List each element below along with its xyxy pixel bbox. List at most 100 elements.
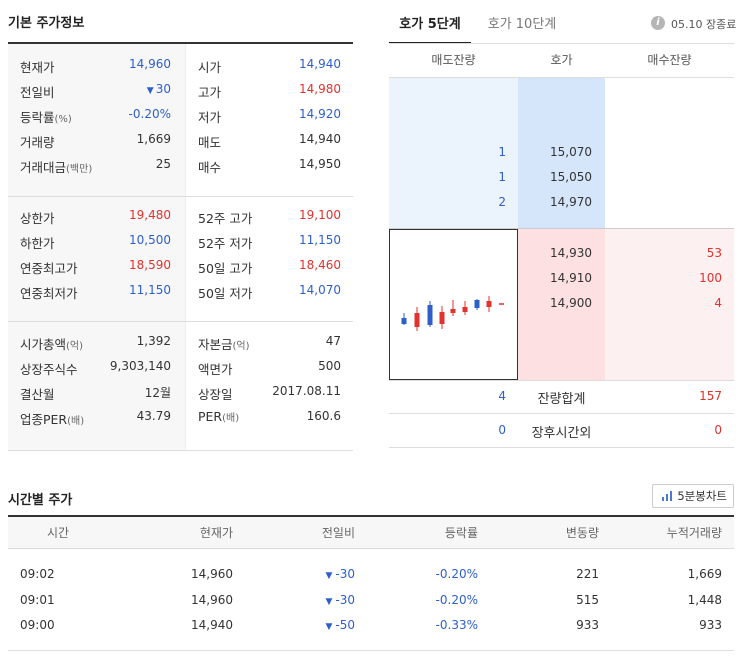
- ask-price[interactable]: 14,970: [550, 195, 592, 209]
- basic-info-label: 자본금(억): [198, 334, 250, 353]
- basic-info-value: 14,940: [299, 57, 341, 71]
- basic-info-label: 매도: [198, 132, 221, 151]
- basic-info-label-text: 52주 저가: [198, 236, 253, 251]
- basic-info-value: 10,500: [129, 233, 171, 247]
- basic-info-value-text: 1,392: [136, 334, 171, 348]
- five-min-chart-label: 5분봉차트: [677, 489, 727, 503]
- basic-info-value-text: 9,303,140: [109, 359, 171, 373]
- orderbook-mid-divider: [389, 228, 734, 229]
- basic-info-label-text: 매수: [198, 160, 222, 175]
- basic-info-label-text: 업종PER: [20, 412, 68, 427]
- header-rate: 등락률: [444, 526, 478, 540]
- basic-info-label-bg: [8, 322, 185, 450]
- basic-info-label-text: 50일 저가: [198, 286, 253, 301]
- ask-price[interactable]: 15,050: [550, 170, 592, 184]
- basic-info-label-text: 전일비: [20, 85, 55, 100]
- basic-info-label-text: 결산월: [20, 387, 55, 402]
- basic-info-label-text: 상장일: [198, 387, 233, 402]
- after-hours-label: 장후시간외: [531, 426, 592, 441]
- row-time: 09:01: [20, 593, 55, 607]
- basic-info-group-divider: [8, 321, 353, 322]
- total-label: 잔량합계: [537, 392, 586, 407]
- ask-price[interactable]: 15,070: [550, 145, 592, 159]
- info-icon[interactable]: i: [651, 16, 665, 30]
- basic-info-unit: (%): [54, 114, 72, 125]
- five-min-chart-button[interactable]: 5분봉차트: [652, 484, 734, 508]
- tab-orderbook-5[interactable]: 호가 5단계: [389, 8, 471, 44]
- basic-info-unit: (배): [222, 413, 240, 424]
- basic-info-value: 19,100: [299, 208, 341, 222]
- ask-qty-area: [389, 78, 518, 228]
- candle-body: [474, 300, 480, 308]
- basic-info-value: 14,920: [299, 107, 341, 121]
- basic-info-unit: (백만): [66, 164, 93, 175]
- candle-body: [414, 313, 420, 327]
- total-bid-qty: 157: [699, 389, 722, 403]
- row-price: 14,960: [191, 593, 233, 607]
- basic-info-value: 19,480: [129, 208, 171, 222]
- basic-info-value: 14,940: [299, 132, 341, 146]
- header-ask-qty: 매도잔량: [389, 44, 518, 78]
- row-time: 09:00: [20, 618, 55, 632]
- basic-info-label-text: 상한가: [20, 211, 55, 226]
- row-volume: 221: [576, 567, 599, 581]
- basic-info-row: 상한가 19,480 52주 고가 19,100: [8, 203, 353, 228]
- basic-info-value-text: 14,960: [129, 57, 171, 71]
- bid-price[interactable]: 14,900: [550, 296, 592, 310]
- mini-candle-chart: [389, 229, 518, 380]
- basic-info-row: 거래대금(백만) 25 매수 14,950: [8, 152, 353, 177]
- basic-info-label: 50일 고가: [198, 258, 252, 277]
- basic-info-row: 전일비 ▼ 30 고가 14,980: [8, 77, 353, 102]
- tab-orderbook-10[interactable]: 호가 10단계: [487, 17, 557, 32]
- basic-info-label-text: 등락률: [20, 110, 55, 125]
- candle-body: [439, 312, 445, 324]
- after-hours-ask-qty: 0: [498, 423, 506, 437]
- basic-info-value-text: -0.20%: [128, 107, 171, 121]
- basic-info-label-text: 매도: [198, 135, 222, 150]
- row-change-value: -30: [335, 593, 355, 607]
- bid-price-area: [518, 229, 605, 380]
- basic-info-label: 매수: [198, 157, 221, 176]
- basic-info-row: 연중최고가 18,590 50일 고가 18,460: [8, 253, 353, 278]
- basic-info-label: 저가: [198, 107, 221, 126]
- basic-info-value: 14,950: [299, 157, 341, 171]
- basic-info-value-text: 1,669: [136, 132, 171, 146]
- basic-info-label-text: 자본금: [198, 337, 233, 352]
- basic-info-label: 연중최저가: [20, 283, 78, 302]
- basic-info-label-text: 하한가: [20, 236, 55, 251]
- basic-info-unit: (배): [67, 416, 85, 427]
- row-rate: -0.20%: [435, 567, 478, 581]
- basic-info-value: 11,150: [299, 233, 341, 247]
- down-triangle-icon: ▼: [146, 86, 154, 96]
- down-triangle-icon: ▼: [325, 597, 333, 607]
- basic-info-label: 업종PER(배): [20, 409, 84, 428]
- header-time: 시간: [46, 526, 70, 540]
- orderbook-divider: [389, 413, 734, 414]
- basic-info-label: 52주 고가: [198, 208, 252, 227]
- header-cumulative-volume: 누적거래량: [666, 526, 722, 540]
- row-price: 14,960: [191, 567, 233, 581]
- basic-info-row: 현재가 14,960 시가 14,940: [8, 52, 353, 77]
- basic-info-label-text: 52주 고가: [198, 211, 253, 226]
- bid-price[interactable]: 14,910: [550, 271, 592, 285]
- basic-info-label-text: 액면가: [198, 362, 233, 377]
- basic-info-label: 52주 저가: [198, 233, 252, 252]
- basic-info-label-text: 시가: [198, 60, 222, 75]
- basic-info-label-text: 현재가: [20, 60, 55, 75]
- ask-price-area: [518, 78, 605, 228]
- basic-info-label: 전일비: [20, 82, 55, 101]
- row-change-value: -50: [335, 618, 355, 632]
- market-status-date: 05.10 장종료: [671, 18, 737, 31]
- after-hours-bid-qty: 0: [714, 423, 722, 437]
- basic-info-value: 14,960: [129, 57, 171, 71]
- basic-info-value-text: 43.79: [136, 409, 171, 423]
- row-volume: 933: [576, 618, 599, 632]
- row-time: 09:02: [20, 567, 55, 581]
- down-triangle-icon: ▼: [325, 622, 333, 632]
- basic-info-label: 결산월: [20, 384, 55, 403]
- bid-price[interactable]: 14,930: [550, 246, 592, 260]
- basic-info-value-text: 10,500: [129, 233, 171, 247]
- candle-chart-svg: [401, 296, 504, 331]
- candle-body: [462, 307, 468, 312]
- bid-qty-area: [605, 229, 734, 380]
